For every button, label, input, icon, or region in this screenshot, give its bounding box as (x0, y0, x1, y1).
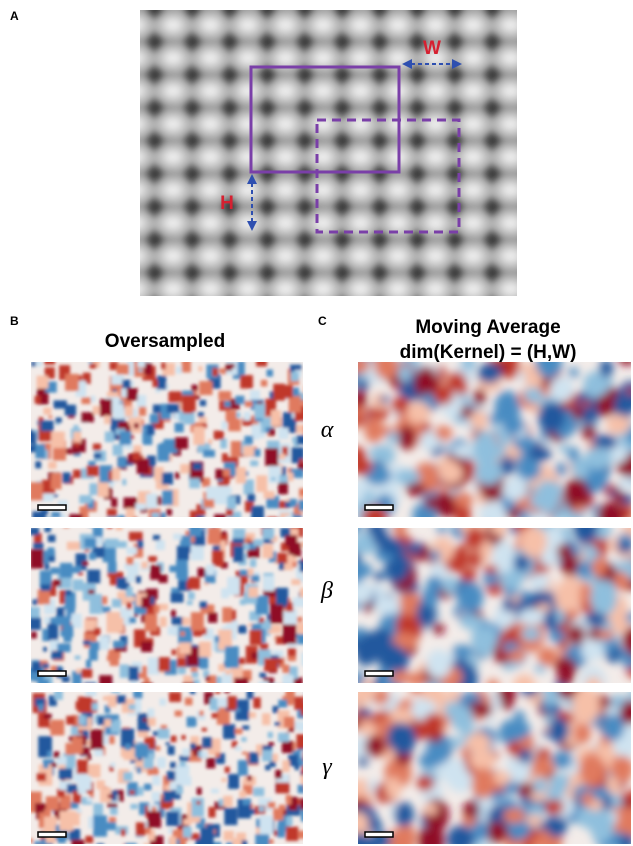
row-label: α (321, 417, 334, 443)
scale-bar (365, 505, 393, 510)
panel-title: dim(Kernel) = (H,W) (400, 342, 577, 363)
heatmap (27, 687, 319, 846)
scale-bar (365, 671, 393, 676)
scale-bar (365, 832, 393, 837)
h-label: H (220, 193, 234, 214)
panel-title: Moving Average (415, 317, 560, 338)
scale-bar (38, 832, 66, 837)
heatmap (344, 509, 633, 702)
panel-label: B (10, 314, 19, 328)
panel-title: Oversampled (105, 331, 225, 352)
heatmap (27, 357, 316, 537)
panel-label: C (318, 314, 327, 328)
row-label: γ (322, 754, 332, 780)
panel-label: A (10, 9, 19, 23)
heatmap (26, 523, 321, 702)
row-label: β (320, 578, 333, 604)
w-label: W (423, 38, 441, 59)
heatmap (343, 343, 633, 532)
heatmap (347, 672, 633, 846)
figure: A W H B Oversampled C Moving Average dim… (0, 0, 633, 846)
scale-bar (38, 505, 66, 510)
lattice-image (109, 0, 597, 363)
scale-bar (38, 671, 66, 676)
